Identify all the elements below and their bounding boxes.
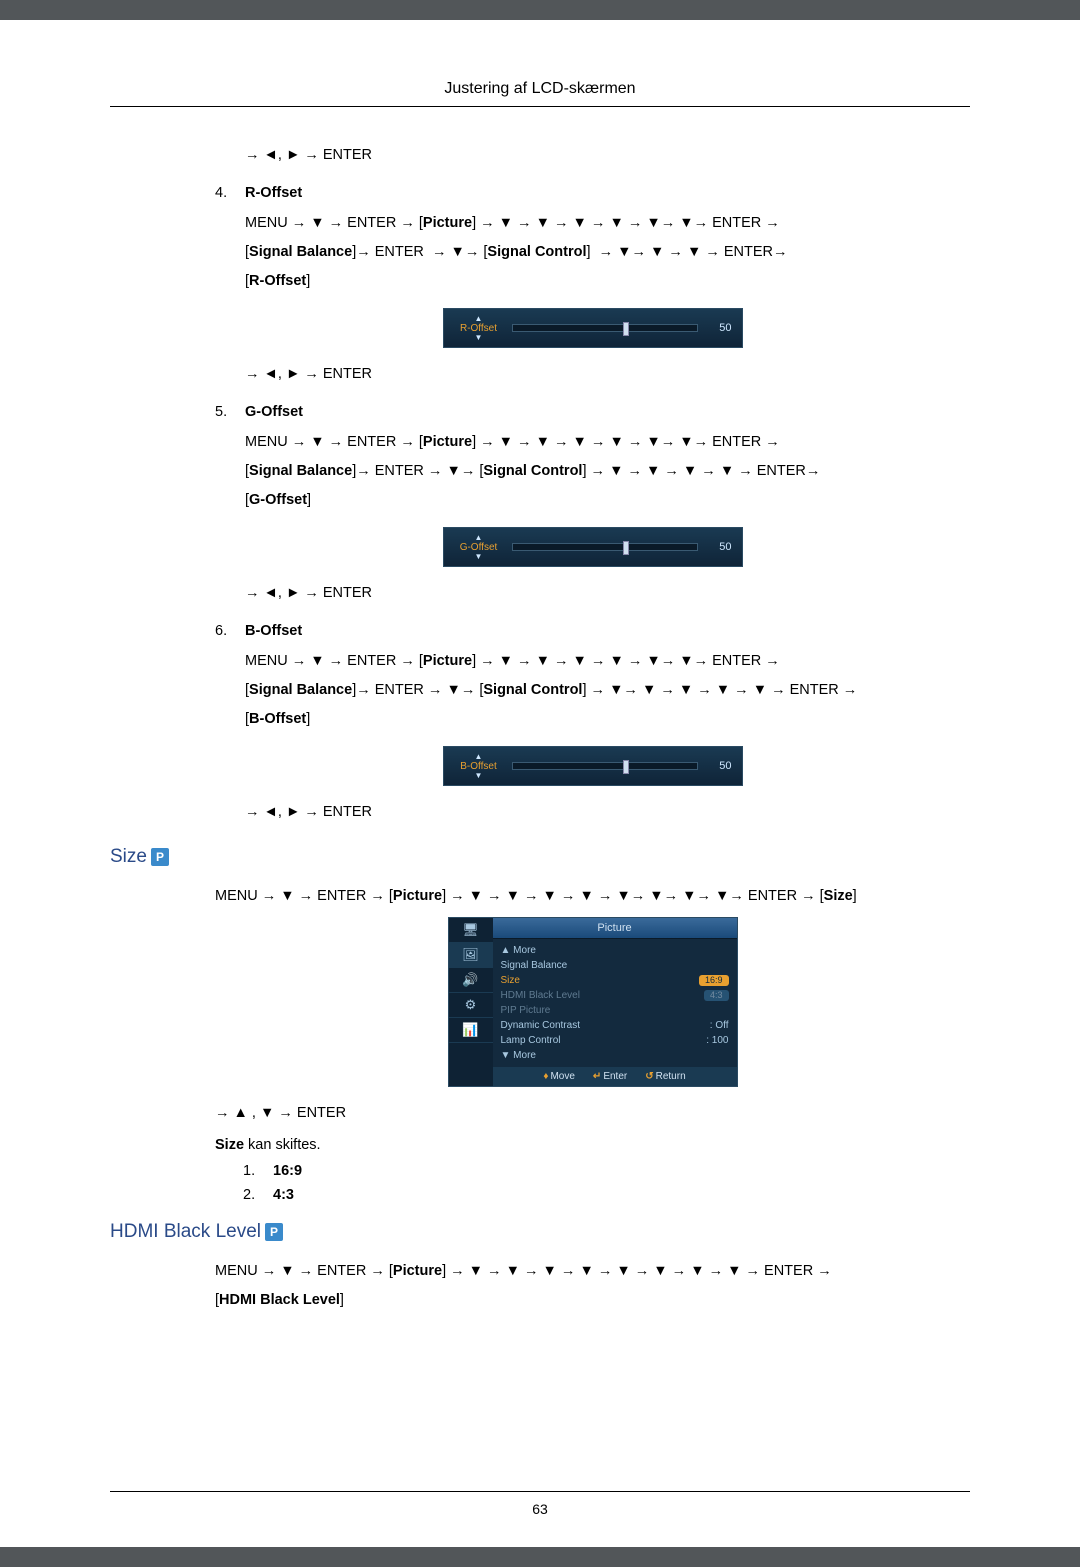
menu-row-signal-balance: Signal Balance [501,958,729,973]
size-heading-text: Size [110,846,147,868]
menu-row-lamp: Lamp Control: 100 [501,1033,729,1048]
slider-value: 50 [706,322,732,334]
down-arrow-icon: ▼ [475,334,483,342]
nav-tail-line-0: → ◄, ► → ENTER [215,147,970,163]
size-options: 1. 16:9 2. 4:3 [243,1163,970,1203]
menu-title: Picture [493,918,737,939]
slider-label: G-Offset [460,542,498,553]
header-divider [110,106,970,107]
g-offset-slider[interactable]: ▲ G-Offset ▼ 50 [443,527,743,567]
picture-icon: 🖼 [449,943,493,968]
slider-value: 50 [706,541,732,553]
slider-thumb[interactable] [623,541,629,555]
manual-page: Justering af LCD-skærmen → ◄, ► → ENTER … [0,20,1080,1547]
footer-enter: ↵Enter [593,1071,627,1082]
slider-thumb[interactable] [623,760,629,774]
item-6-heading: 6. B-Offset [215,623,970,639]
input-icon: 🖥 [449,918,493,943]
menu-row-pip: PIP Picture [501,1003,729,1018]
slider-label-col: ▲ R-Offset ▼ [454,315,504,342]
item-num: 5. [215,404,245,420]
hdmi-heading-text: HDMI Black Level [110,1221,261,1243]
down-arrow-icon: ▼ [475,772,483,780]
item-num: 4. [215,185,245,201]
slider-label-col: ▲ G-Offset ▼ [454,534,504,561]
menu-row-more-up: ▲ More [501,943,729,958]
up-arrow-icon: ▲ [475,753,483,761]
size-opt-2: 2. 4:3 [243,1187,970,1203]
picture-menu-screenshot: 🖥 🖼 🔊 ⚙ 📊 Picture ▲ More Signal Balance … [448,917,738,1087]
menu-row-hdmi: HDMI Black Level4:3 [501,988,729,1003]
size-opt-1: 1. 16:9 [243,1163,970,1179]
footer-move: ♦Move [543,1071,575,1082]
slider-label: R-Offset [460,323,497,334]
menu-row-dynamic: Dynamic Contrast: Off [501,1018,729,1033]
nav-tail-line-5: → ◄, ► → ENTER [215,585,970,601]
size-nav-line: → ▲ , ▼ → ENTER [215,1105,970,1121]
item-num: 6. [215,623,245,639]
slider-thumb[interactable] [623,322,629,336]
opt-label: 16:9 [273,1163,302,1179]
opt-label: 4:3 [273,1187,294,1203]
item-4-path: MENU → ▼ → ENTER → [Picture] → ▼ → ▼ → ▼… [215,209,970,296]
footer-divider [110,1491,970,1492]
item-6-path: MENU → ▼ → ENTER → [Picture] → ▼ → ▼ → ▼… [215,647,970,734]
item-title: R-Offset [245,185,302,201]
menu-sidebar: 🖥 🖼 🔊 ⚙ 📊 [449,918,493,1086]
up-arrow-icon: ▲ [475,315,483,323]
up-arrow-icon: ▲ [475,534,483,542]
hdmi-heading: HDMI Black Level P [110,1221,970,1243]
item-4-heading: 4. R-Offset [215,185,970,201]
size-note: Size kan skiftes. [215,1137,970,1153]
p-icon: P [265,1223,283,1241]
multi-icon: 📊 [449,1018,493,1043]
nav-tail-line-4: → ◄, ► → ENTER [215,366,970,382]
slider-track[interactable] [512,762,698,770]
size-path: MENU → ▼ → ENTER → [Picture] → ▼ → ▼ → ▼… [215,882,970,911]
item-title: G-Offset [245,404,303,420]
menu-row-more-down: ▼ More [501,1048,729,1063]
p-icon: P [151,848,169,866]
menu-list: ▲ More Signal Balance Size16:9 HDMI Blac… [493,939,737,1067]
size-heading: SizeP [110,846,970,868]
item-title: B-Offset [245,623,302,639]
hdmi-path: MENU → ▼ → ENTER → [Picture] → ▼ → ▼ → ▼… [215,1257,970,1315]
down-arrow-icon: ▼ [475,553,483,561]
nav-tail-line-6: → ◄, ► → ENTER [215,804,970,820]
slider-label: B-Offset [460,761,497,772]
sound-icon: 🔊 [449,968,493,993]
page-content: → ◄, ► → ENTER 4. R-Offset MENU → ▼ → EN… [110,147,970,1315]
menu-footer: ♦Move ↵Enter ↺Return [493,1067,737,1086]
slider-value: 50 [706,760,732,772]
r-offset-slider[interactable]: ▲ R-Offset ▼ 50 [443,308,743,348]
opt-num: 1. [243,1163,273,1179]
item-5-path: MENU → ▼ → ENTER → [Picture] → ▼ → ▼ → ▼… [215,428,970,515]
footer-return: ↺Return [645,1071,685,1082]
slider-track[interactable] [512,324,698,332]
menu-row-size: Size16:9 [501,973,729,988]
slider-label-col: ▲ B-Offset ▼ [454,753,504,780]
opt-num: 2. [243,1187,273,1203]
setup-icon: ⚙ [449,993,493,1018]
page-number: 63 [0,1501,1080,1517]
item-5-heading: 5. G-Offset [215,404,970,420]
slider-track[interactable] [512,543,698,551]
page-header-title: Justering af LCD-skærmen [110,80,970,106]
b-offset-slider[interactable]: ▲ B-Offset ▼ 50 [443,746,743,786]
